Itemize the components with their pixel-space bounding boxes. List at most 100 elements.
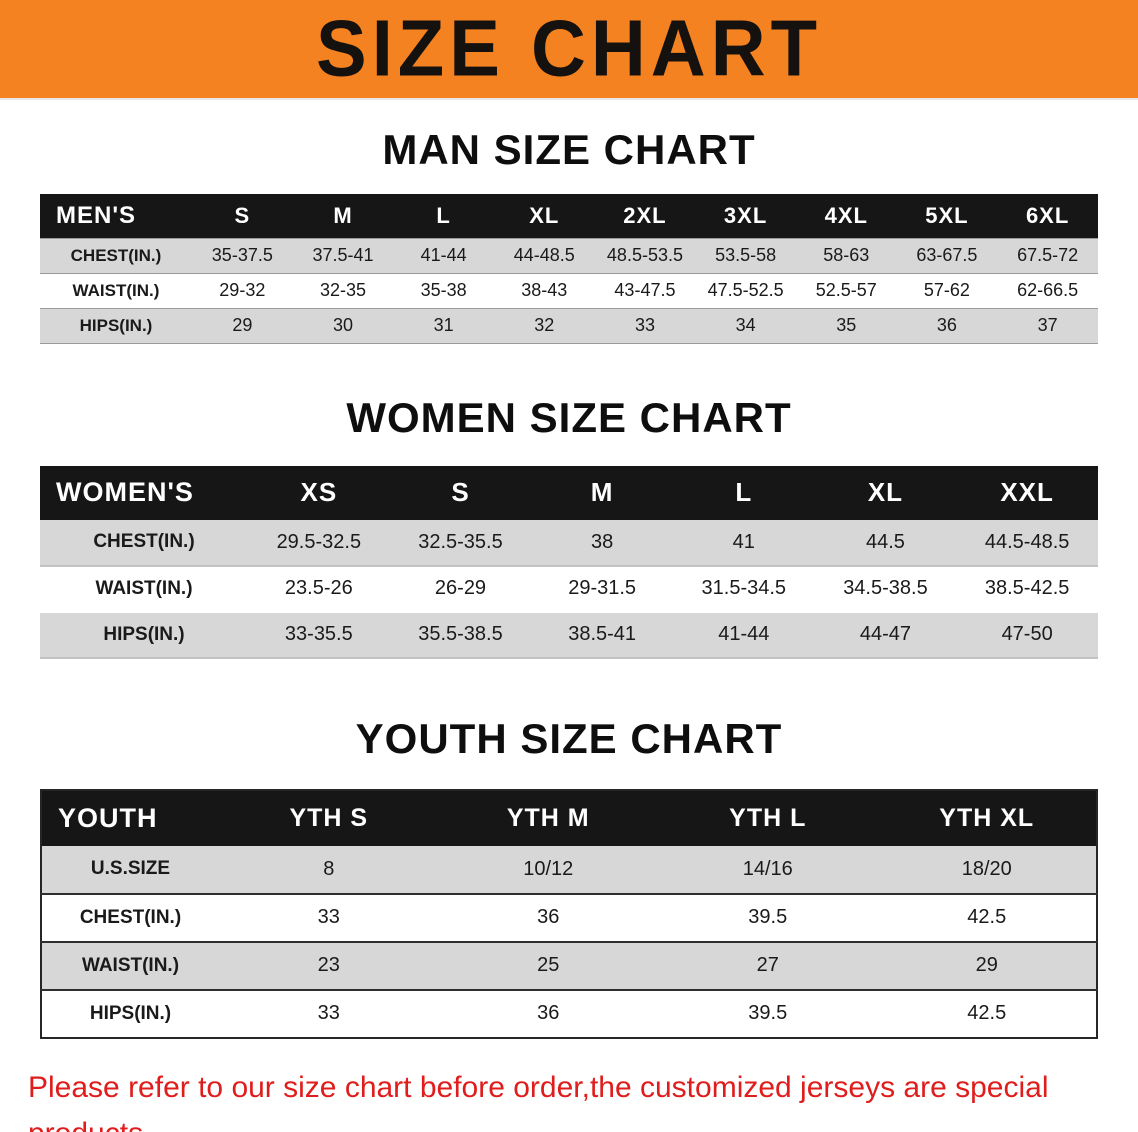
measurement-value-cell: 42.5: [877, 989, 1097, 1038]
measurement-value-cell: 43-47.5: [594, 273, 696, 309]
measurement-value-cell: 36: [438, 893, 658, 943]
measurement-value-cell: 44-48.5: [493, 237, 595, 274]
page-title: SIZE CHART: [316, 3, 822, 94]
table-row: HIPS(IN.) 33-35.5 35.5-38.5 38.5-41 41-44 44-…: [40, 611, 1098, 659]
measurement-value-cell: 35.5-38.5: [389, 611, 532, 659]
youth-size-column-header: YTH L: [658, 789, 878, 846]
men-size-column-header: S: [192, 194, 293, 238]
measurement-label-cell: WAIST(IN.): [41, 941, 219, 991]
measurement-value-cell: 62-66.5: [997, 273, 1098, 309]
measurement-value-cell: 34: [695, 308, 796, 344]
table-row: WAIST(IN.) 23 25 27 29: [41, 941, 1097, 991]
measurement-value-cell: 41-44: [393, 237, 494, 274]
measurement-label-cell: HIPS(IN.): [40, 611, 248, 659]
men-size-column-header: L: [393, 194, 494, 238]
measurement-value-cell: 36: [896, 308, 998, 344]
youth-size-column-header: YTH XL: [877, 789, 1097, 846]
measurement-value-cell: 44.5-48.5: [956, 519, 1098, 567]
measurement-value-cell: 33: [219, 893, 439, 943]
table-row: CHEST(IN.) 29.5-32.5 32.5-35.5 38 41 44.5 44.5…: [40, 519, 1098, 567]
men-size-column-header: 4XL: [795, 194, 897, 238]
women-size-column-header: XXL: [956, 465, 1098, 520]
measurement-value-cell: 38-43: [493, 273, 595, 309]
measurement-value-cell: 23: [219, 941, 439, 991]
measurement-value-cell: 35: [795, 308, 897, 344]
table-row: WAIST(IN.) 23.5-26 26-29 29-31.5 31.5-34.5 34…: [40, 565, 1098, 613]
measurement-value-cell: 47.5-52.5: [695, 273, 796, 309]
youth-size-heading: YOUTH SIZE CHART: [355, 714, 783, 762]
measurement-value-cell: 63-67.5: [896, 237, 998, 274]
measurement-value-cell: 33: [219, 989, 439, 1038]
measurement-value-cell: 67.5-72: [997, 237, 1098, 274]
measurement-value-cell: 29.5-32.5: [248, 519, 390, 567]
measurement-value-cell: 27: [658, 941, 878, 991]
men-size-column-header: XL: [493, 194, 595, 238]
measurement-value-cell: 25: [438, 941, 658, 991]
measurement-value-cell: 37.5-41: [292, 237, 394, 274]
measurement-value-cell: 29-32: [192, 273, 293, 309]
measurement-value-cell: 47-50: [956, 611, 1098, 659]
measurement-value-cell: 33-35.5: [248, 611, 390, 659]
women-header-row: WOMEN'S XS S M L XL XXL: [40, 465, 1098, 520]
measurement-value-cell: 41: [672, 519, 815, 567]
measurement-label-cell: HIPS(IN.): [41, 989, 219, 1038]
women-size-heading: WOMEN SIZE CHART: [346, 393, 792, 441]
measurement-value-cell: 32: [493, 308, 595, 344]
men-size-table: MEN'S S M L XL 2XL 3XL 4XL 5XL 6XL CHEST(IN.) 35-37…: [40, 194, 1098, 344]
measurement-value-cell: 33: [594, 308, 696, 344]
measurement-value-cell: 31.5-34.5: [672, 565, 815, 613]
women-size-section: WOMEN SIZE CHART WOMEN'S XS S M L XL XXL CHEST(I…: [0, 394, 1138, 659]
men-table-title-cell: MEN'S: [40, 194, 192, 238]
measurement-value-cell: 35-37.5: [192, 237, 293, 274]
measurement-value-cell: 41-44: [672, 611, 815, 659]
youth-size-column-header: YTH S: [219, 789, 439, 846]
table-row: CHEST(IN.) 35-37.5 37.5-41 41-44 44-48.5 48.5…: [40, 237, 1098, 274]
table-row: HIPS(IN.) 29 30 31 32 33 34 35 36 37: [40, 308, 1098, 344]
measurement-value-cell: 29: [877, 941, 1097, 991]
measurement-label-cell: CHEST(IN.): [41, 893, 219, 943]
men-header-row: MEN'S S M L XL 2XL 3XL 4XL 5XL 6XL: [40, 194, 1098, 238]
size-chart-sections: MAN SIZE CHART MEN'S S M L XL 2XL 3XL 4XL 5XL 6XL C…: [0, 126, 1138, 1039]
measurement-value-cell: 23.5-26: [248, 565, 390, 613]
women-size-column-header: XL: [814, 465, 957, 520]
measurement-value-cell: 18/20: [877, 845, 1097, 895]
measurement-value-cell: 42.5: [877, 893, 1097, 943]
men-size-column-header: 5XL: [896, 194, 998, 238]
measurement-label-cell: U.S.SIZE: [41, 845, 219, 895]
disclaimer: Please refer to our size chart before or…: [0, 1065, 1138, 1132]
measurement-value-cell: 30: [292, 308, 394, 344]
table-row: HIPS(IN.) 33 36 39.5 42.5: [41, 989, 1097, 1038]
women-size-column-header: L: [672, 465, 815, 520]
men-size-column-header: 2XL: [594, 194, 696, 238]
measurement-value-cell: 37: [997, 308, 1098, 344]
measurement-label-cell: CHEST(IN.): [40, 519, 248, 567]
women-size-column-header: S: [389, 465, 532, 520]
women-size-column-header: XS: [248, 465, 390, 520]
measurement-value-cell: 39.5: [658, 893, 878, 943]
measurement-label-cell: WAIST(IN.): [40, 273, 192, 309]
women-table-title-cell: WOMEN'S: [40, 465, 248, 520]
table-row: CHEST(IN.) 33 36 39.5 42.5: [41, 893, 1097, 943]
measurement-label-cell: WAIST(IN.): [40, 565, 248, 613]
youth-size-column-header: YTH M: [438, 789, 658, 846]
measurement-value-cell: 38.5-42.5: [956, 565, 1098, 613]
women-size-table: WOMEN'S XS S M L XL XXL CHEST(IN.) 29.5-32.5 32.5…: [40, 465, 1098, 659]
men-size-heading: MAN SIZE CHART: [382, 126, 756, 173]
measurement-value-cell: 52.5-57: [795, 273, 897, 309]
men-size-section: MAN SIZE CHART MEN'S S M L XL 2XL 3XL 4XL 5XL 6XL C…: [0, 126, 1138, 344]
measurement-label-cell: HIPS(IN.): [40, 308, 192, 344]
measurement-value-cell: 34.5-38.5: [814, 565, 957, 613]
measurement-value-cell: 31: [393, 308, 494, 344]
measurement-value-cell: 53.5-58: [695, 237, 796, 274]
measurement-value-cell: 29: [192, 308, 293, 344]
measurement-value-cell: 44.5: [814, 519, 957, 567]
banner: SIZE CHART: [0, 0, 1138, 100]
youth-size-table: YOUTH YTH S YTH M YTH L YTH XL U.S.SIZE 8 10/12…: [40, 788, 1098, 1039]
measurement-value-cell: 38: [531, 519, 673, 567]
youth-header-row: YOUTH YTH S YTH M YTH L YTH XL: [41, 789, 1097, 846]
table-row: U.S.SIZE 8 10/12 14/16 18/20: [41, 845, 1097, 895]
measurement-value-cell: 26-29: [389, 565, 532, 613]
disclaimer-line-1: Please refer to our size chart before or…: [28, 1070, 1049, 1132]
men-size-column-header: 3XL: [695, 194, 796, 238]
